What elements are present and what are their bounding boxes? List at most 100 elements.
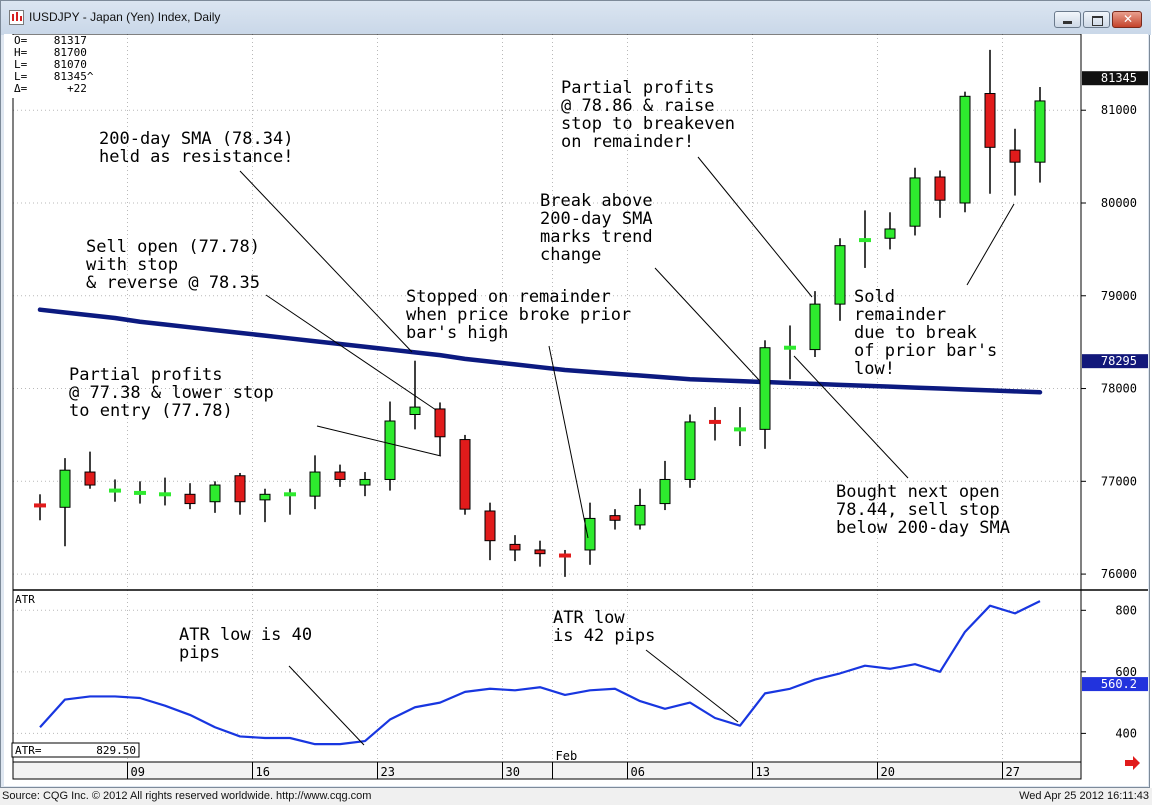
atr-line: [39, 600, 1041, 746]
annotation-partial-profits-78-86: Partial profits @ 78.86 & raise stop to …: [561, 78, 745, 152]
candle-body-up: [659, 478, 671, 505]
y-tick-label: 80000: [1101, 196, 1137, 210]
chart-area[interactable]: 76000 77000 78000 79000 80000 81000 400 600 800 0…: [4, 34, 1148, 786]
arrow-atr-low-42: [645, 649, 739, 723]
annotation-atr-low-42: ATR low is 42 pips: [553, 608, 655, 646]
candle: [484, 502, 496, 561]
candle-doji: [109, 488, 121, 493]
candle: [709, 407, 721, 441]
atr-y-tick-label: 600: [1115, 665, 1137, 679]
candle: [634, 488, 646, 530]
arrow-sell-open: [265, 294, 437, 411]
candle-body-up: [1034, 100, 1046, 163]
candle: [334, 464, 346, 487]
candle: [509, 535, 521, 562]
candle: [884, 212, 896, 250]
candle: [834, 238, 846, 321]
candle-body-up: [959, 95, 971, 204]
candle-body-down: [609, 515, 621, 521]
annotation-stopped-on-remainder: Stopped on remainder when price broke pr…: [406, 287, 641, 343]
annotation-break-above-sma: Break above 200-day SMA marks trend chan…: [540, 191, 663, 265]
x-tick-label: 06: [631, 765, 645, 779]
candle: [534, 540, 546, 567]
ohlc-row-open: O= 81317: [14, 34, 87, 47]
y-tick-label: 81000: [1101, 103, 1137, 117]
candle-body-up: [409, 406, 421, 416]
candle-body-down: [509, 543, 521, 551]
candle: [984, 49, 996, 194]
candle-body-down: [534, 549, 546, 555]
candle-body-down: [84, 471, 96, 486]
annotation-sma-resistance: 200-day SMA (78.34) held as resistance!: [99, 129, 304, 167]
candle: [234, 472, 246, 515]
ohlc-row-last: L= 81345^: [14, 70, 94, 83]
candle: [684, 414, 696, 488]
arrow-stopped-on-remainder: [548, 345, 589, 539]
candle: [909, 167, 921, 236]
candle-body-up: [759, 347, 771, 430]
footer-bar: Source: CQG Inc. © 2012 All rights reser…: [0, 788, 1152, 805]
candle: [434, 402, 446, 456]
candle: [309, 455, 321, 510]
minimize-button[interactable]: [1054, 11, 1081, 28]
candle-doji: [709, 419, 721, 424]
arrow-sold-remainder: [966, 203, 1015, 286]
candle-body-up: [359, 478, 371, 486]
candle: [84, 451, 96, 489]
candle: [809, 291, 821, 357]
arrow-break-above-sma: [654, 267, 760, 381]
price-badge-label: 78295: [1101, 354, 1137, 368]
candle-body-down: [484, 510, 496, 542]
arrow-sma-resistance: [239, 170, 413, 353]
x-tick-label: 09: [131, 765, 145, 779]
annotation-atr-low-40: ATR low is 40 pips: [179, 625, 322, 663]
x-tick-label: 27: [1006, 765, 1020, 779]
candle: [109, 479, 121, 502]
atr-panel-title: ATR: [15, 593, 35, 606]
x-axis-strip: [12, 761, 1082, 780]
annotation-arrows: [239, 156, 1015, 746]
candle-body-down: [184, 493, 196, 505]
scroll-right-arrow-icon: [1125, 756, 1140, 770]
price-badge: [1082, 354, 1148, 369]
maximize-icon: [1092, 16, 1103, 26]
candle-body-up: [209, 484, 221, 503]
candle: [134, 481, 146, 504]
candle-body-up: [584, 517, 596, 551]
candle: [284, 488, 296, 515]
maximize-button[interactable]: [1083, 11, 1110, 28]
chart-window: IUSDJPY - Japan (Yen) Index, Daily ✕ 760…: [0, 0, 1151, 788]
x-tick-label: 30: [506, 765, 520, 779]
candle-body-up: [684, 421, 696, 480]
price-badge-label: 81345: [1101, 71, 1137, 85]
atr-y-tick-label: 800: [1115, 603, 1137, 617]
app-chart-icon: [9, 10, 24, 25]
chart-background: [4, 34, 1148, 786]
candle: [159, 477, 171, 506]
candle: [184, 483, 196, 510]
candle-body-down: [334, 471, 346, 480]
arrow-bought-next-open: [793, 355, 909, 479]
y-tick-label: 78000: [1101, 382, 1137, 396]
atr-badge-label: 560.2: [1101, 677, 1137, 691]
candle: [1009, 128, 1021, 196]
close-icon: ✕: [1123, 12, 1134, 26]
candle-body-up: [884, 228, 896, 239]
candle: [259, 488, 271, 523]
candle-doji: [159, 492, 171, 497]
candle: [1034, 87, 1046, 183]
annotation-sold-remainder: Sold remainder due to break of prior bar…: [854, 287, 1008, 379]
candle: [359, 472, 371, 497]
candle-doji: [734, 427, 746, 432]
y-tick-label: 77000: [1101, 474, 1137, 488]
candle-body-up: [309, 471, 321, 497]
candle-body-down: [434, 408, 446, 438]
candle: [934, 170, 946, 218]
candle: [584, 502, 596, 565]
x-tick-label: 23: [381, 765, 395, 779]
candle: [609, 509, 621, 530]
close-button[interactable]: ✕: [1112, 11, 1142, 28]
candle-doji: [34, 503, 46, 508]
candle-body-up: [259, 493, 271, 501]
candle: [859, 210, 871, 268]
